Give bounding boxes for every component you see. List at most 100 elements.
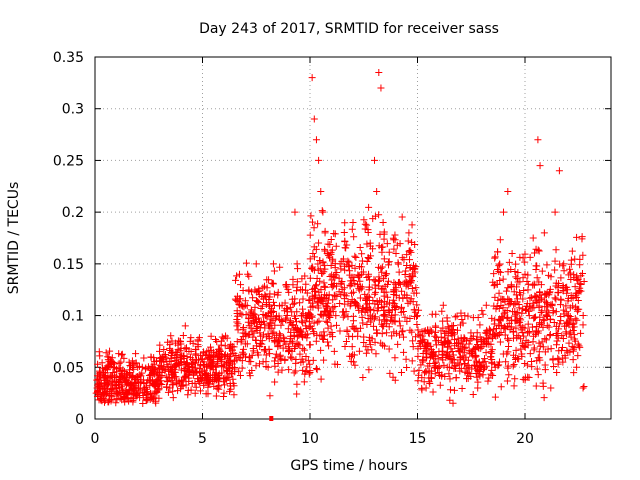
data-point <box>196 365 204 373</box>
data-point <box>525 312 533 320</box>
data-point <box>343 326 351 334</box>
data-point <box>321 227 329 235</box>
data-point <box>532 245 540 253</box>
data-point <box>398 254 406 262</box>
data-point <box>398 328 406 336</box>
data-point <box>340 289 348 297</box>
data-point <box>521 258 529 266</box>
data-point <box>344 298 352 306</box>
data-point <box>281 355 289 363</box>
data-point <box>152 399 160 407</box>
data-point <box>415 366 423 374</box>
data-point <box>283 308 291 316</box>
data-point <box>377 339 385 347</box>
data-point <box>400 348 408 356</box>
data-point <box>493 280 501 288</box>
data-point <box>412 333 420 341</box>
data-point <box>310 319 318 327</box>
data-point <box>362 294 370 302</box>
data-point <box>466 336 474 344</box>
data-point <box>517 291 525 299</box>
data-point <box>102 349 110 357</box>
data-point <box>331 292 339 300</box>
data-point <box>392 303 400 311</box>
y-tick-label: 0.1 <box>62 309 84 325</box>
data-point <box>315 239 323 247</box>
data-point <box>302 367 310 375</box>
data-point <box>102 373 110 381</box>
data-point <box>518 352 526 360</box>
data-point <box>107 395 115 403</box>
data-point <box>289 275 297 283</box>
data-point <box>419 358 427 366</box>
data-point <box>245 272 253 280</box>
data-point <box>168 337 176 345</box>
data-point <box>351 252 359 260</box>
data-point <box>358 313 366 321</box>
data-point <box>248 367 256 375</box>
data-point <box>207 359 215 367</box>
data-point <box>376 230 384 238</box>
data-point <box>114 379 122 387</box>
data-point <box>447 329 455 337</box>
data-point <box>329 304 337 312</box>
data-point <box>294 265 302 273</box>
data-point <box>461 312 469 320</box>
data-point <box>274 342 282 350</box>
data-point <box>545 271 553 279</box>
data-point <box>315 288 323 296</box>
data-point <box>176 337 184 345</box>
data-point <box>419 350 427 358</box>
data-point <box>519 341 527 349</box>
data-point <box>354 271 362 279</box>
data-point <box>526 253 534 261</box>
data-point <box>445 363 453 371</box>
data-point <box>565 339 573 347</box>
data-point <box>211 373 219 381</box>
data-point <box>169 387 177 395</box>
data-point <box>326 273 334 281</box>
data-point <box>325 342 333 350</box>
data-point <box>533 365 541 373</box>
data-point <box>363 240 371 248</box>
data-point <box>108 381 116 389</box>
data-point <box>576 343 584 351</box>
data-point <box>420 378 428 386</box>
data-point <box>504 362 512 370</box>
data-point <box>418 384 426 392</box>
data-point <box>272 350 280 358</box>
data-point <box>373 187 381 195</box>
data-point <box>165 367 173 375</box>
y-tick-labels: 0 0.05 0.1 0.15 0.2 0.25 0.3 0.35 <box>53 50 84 428</box>
data-point <box>504 322 512 330</box>
data-point <box>383 240 391 248</box>
data-point <box>94 381 102 389</box>
data-point <box>113 368 121 376</box>
data-point <box>308 299 316 307</box>
data-point <box>379 284 387 292</box>
data-point <box>497 295 505 303</box>
data-point <box>491 393 499 401</box>
data-point <box>407 279 415 287</box>
data-point <box>162 373 170 381</box>
data-point <box>125 385 133 393</box>
data-point <box>501 331 509 339</box>
data-point <box>351 264 359 272</box>
data-point <box>306 231 314 239</box>
data-point <box>530 280 538 288</box>
data-point <box>546 331 554 339</box>
data-point <box>322 294 330 302</box>
data-point <box>276 352 284 360</box>
data-point <box>312 281 320 289</box>
data-point <box>117 390 125 398</box>
data-point <box>365 203 373 211</box>
data-point <box>233 272 241 280</box>
data-point <box>573 363 581 371</box>
data-point <box>476 368 484 376</box>
data-point <box>239 351 247 359</box>
data-point <box>436 381 444 389</box>
data-point <box>482 301 490 309</box>
data-point <box>540 394 548 402</box>
data-point <box>544 345 552 353</box>
data-point <box>497 328 505 336</box>
